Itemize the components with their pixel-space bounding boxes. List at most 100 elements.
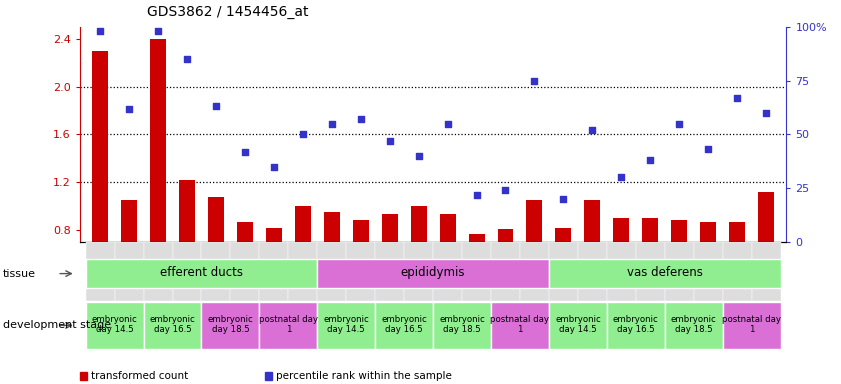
Bar [549, 242, 578, 301]
Bar [440, 214, 456, 326]
Bar [491, 302, 549, 349]
Point [499, 187, 512, 194]
Bar [324, 212, 340, 326]
Point [470, 192, 484, 198]
Bar [382, 214, 398, 326]
Bar [694, 242, 722, 301]
Bar [664, 242, 694, 301]
Point [151, 28, 165, 34]
Text: embryonic
day 16.5: embryonic day 16.5 [381, 315, 427, 334]
Point [325, 121, 339, 127]
Bar [549, 302, 607, 349]
Point [267, 164, 281, 170]
Point [673, 121, 686, 127]
Bar [317, 259, 549, 288]
Text: embryonic
day 18.5: embryonic day 18.5 [439, 315, 485, 334]
Text: embryonic
day 16.5: embryonic day 16.5 [150, 315, 195, 334]
Bar [468, 233, 484, 326]
Point [585, 127, 599, 133]
Point [209, 103, 223, 109]
Bar [259, 242, 288, 301]
Bar [578, 242, 607, 301]
Text: development stage: development stage [3, 320, 111, 331]
Bar [259, 302, 317, 349]
Point [123, 106, 136, 112]
Bar [93, 51, 108, 326]
Point [412, 153, 426, 159]
Bar [86, 242, 114, 301]
Bar [722, 302, 780, 349]
Point [180, 56, 193, 62]
Text: postnatal day
1: postnatal day 1 [722, 315, 781, 334]
Bar [613, 218, 629, 326]
Bar [636, 242, 664, 301]
Bar [375, 302, 433, 349]
Bar [208, 197, 224, 326]
Bar [722, 242, 752, 301]
Bar [526, 200, 542, 326]
Bar [237, 222, 253, 326]
Bar [462, 242, 491, 301]
Bar [121, 200, 137, 326]
Point [93, 28, 107, 34]
Bar [179, 180, 195, 326]
Text: postnatal day
1: postnatal day 1 [490, 315, 549, 334]
Bar [758, 192, 774, 326]
Point [296, 131, 309, 137]
Text: epididymis: epididymis [401, 266, 465, 280]
Point [643, 157, 657, 163]
Bar [86, 302, 144, 349]
Point [527, 78, 541, 84]
Text: embryonic
day 18.5: embryonic day 18.5 [208, 315, 253, 334]
Text: percentile rank within the sample: percentile rank within the sample [276, 371, 452, 381]
Text: efferent ducts: efferent ducts [160, 266, 243, 280]
Text: postnatal day
1: postnatal day 1 [259, 315, 318, 334]
Bar [266, 228, 282, 326]
Bar [729, 222, 745, 326]
Bar [584, 200, 600, 326]
Bar [202, 242, 230, 301]
Bar [405, 242, 433, 301]
Point [383, 138, 396, 144]
Bar [555, 228, 571, 326]
Text: embryonic
day 16.5: embryonic day 16.5 [613, 315, 659, 334]
Bar [607, 242, 636, 301]
Text: tissue: tissue [3, 268, 35, 279]
Bar [671, 220, 687, 326]
Bar [520, 242, 549, 301]
Point [730, 95, 743, 101]
Bar [643, 218, 659, 326]
Bar [491, 242, 520, 301]
Bar [288, 242, 317, 301]
Point [441, 121, 454, 127]
Point [759, 110, 773, 116]
Text: embryonic
day 14.5: embryonic day 14.5 [324, 315, 369, 334]
Bar [144, 242, 172, 301]
Text: GDS3862 / 1454456_at: GDS3862 / 1454456_at [147, 5, 309, 19]
Text: embryonic
day 14.5: embryonic day 14.5 [92, 315, 138, 334]
Bar [701, 222, 717, 326]
Bar [86, 259, 317, 288]
Bar [317, 302, 375, 349]
Point [238, 149, 251, 155]
Bar [317, 242, 346, 301]
Bar [144, 302, 202, 349]
Bar [752, 242, 780, 301]
Point [354, 116, 368, 122]
Text: embryonic
day 18.5: embryonic day 18.5 [671, 315, 717, 334]
Point [615, 174, 628, 180]
Bar [295, 206, 311, 326]
Bar [230, 242, 259, 301]
Bar [346, 242, 375, 301]
Bar [433, 242, 462, 301]
Bar [114, 242, 144, 301]
Bar [549, 259, 780, 288]
Bar [433, 302, 491, 349]
Text: embryonic
day 14.5: embryonic day 14.5 [555, 315, 600, 334]
Bar [410, 206, 426, 326]
Bar [150, 39, 166, 326]
Bar [202, 302, 259, 349]
Point [557, 196, 570, 202]
Bar [498, 229, 514, 326]
Bar [352, 220, 368, 326]
